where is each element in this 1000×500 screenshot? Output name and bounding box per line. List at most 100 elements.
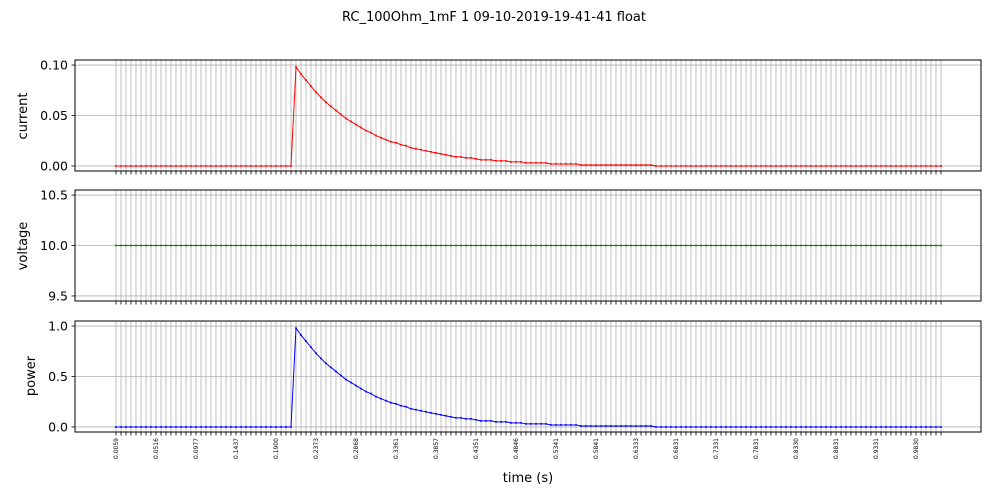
x-tick-label: 0.4351 (473, 438, 480, 459)
current-data-point (660, 164, 662, 167)
power-data-point (785, 425, 787, 428)
power-data-point (830, 425, 832, 428)
power-data-point (280, 425, 282, 428)
current-data-point (525, 161, 527, 164)
voltage-data-point (405, 244, 407, 247)
x-tick-label: 0.6333 (633, 438, 640, 459)
current-data-point (760, 164, 762, 167)
power-data-point (325, 362, 327, 365)
power-data-point (860, 425, 862, 428)
voltage-data-point (300, 244, 302, 247)
power-data-point (590, 424, 592, 427)
current-data-point (115, 164, 117, 167)
current-data-point (470, 156, 472, 159)
current-data-point (395, 141, 397, 144)
current-data-point (905, 164, 907, 167)
voltage-data-point (315, 244, 317, 247)
current-data-point (665, 164, 667, 167)
voltage-data-point (205, 244, 207, 247)
voltage-data-point (385, 244, 387, 247)
power-data-point (485, 419, 487, 422)
voltage-data-point (325, 244, 327, 247)
power-data-point (120, 425, 122, 428)
voltage-data-point (485, 244, 487, 247)
voltage-data-point (890, 244, 892, 247)
current-data-point (825, 164, 827, 167)
current-data-point (720, 164, 722, 167)
current-data-point (460, 155, 462, 158)
power-data-point (195, 425, 197, 428)
x-tick-label: 0.9830 (913, 438, 920, 459)
current-data-point (375, 134, 377, 137)
current-data-point (165, 164, 167, 167)
current-data-point (230, 164, 232, 167)
current-data-point (325, 101, 327, 104)
y-tick-label: 0.0 (48, 419, 68, 434)
voltage-data-point (140, 244, 142, 247)
ylabel-voltage: voltage (16, 222, 31, 271)
voltage-data-point (395, 244, 397, 247)
x-tick-label: 0.0516 (153, 438, 160, 459)
power-data-point (305, 340, 307, 343)
current-data-point (520, 160, 522, 163)
voltage-data-point (215, 244, 217, 247)
voltage-data-point (175, 244, 177, 247)
voltage-data-point (845, 244, 847, 247)
current-data-point (180, 164, 182, 167)
voltage-data-point (545, 244, 547, 247)
power-data-point (665, 425, 667, 428)
voltage-data-point (235, 244, 237, 247)
voltage-data-point (125, 244, 127, 247)
current-data-point (890, 164, 892, 167)
voltage-data-point (790, 244, 792, 247)
current-data-point (640, 163, 642, 166)
power-data-point (430, 411, 432, 414)
voltage-data-point (695, 244, 697, 247)
power-data-point (780, 425, 782, 428)
current-data-point (185, 164, 187, 167)
current-data-point (220, 164, 222, 167)
voltage-data-point (875, 244, 877, 247)
voltage-data-point (835, 244, 837, 247)
power-data-point (555, 423, 557, 426)
current-data-point (355, 123, 357, 126)
current-data-point (455, 155, 457, 158)
x-tick-label: 0.8831 (833, 438, 840, 459)
current-data-point (615, 163, 617, 166)
power-data-point (600, 424, 602, 427)
power-data-point (750, 425, 752, 428)
current-data-point (590, 163, 592, 166)
voltage-data-point (335, 244, 337, 247)
voltage-data-point (575, 244, 577, 247)
voltage-data-point (220, 244, 222, 247)
x-tick-label: 0.8330 (793, 438, 800, 459)
x-tick-label: 0.2868 (353, 438, 360, 459)
x-tick-label: 0.5841 (593, 438, 600, 459)
voltage-data-point (340, 244, 342, 247)
power-data-point (685, 425, 687, 428)
voltage-data-point (690, 244, 692, 247)
voltage-data-point (265, 244, 267, 247)
current-data-point (670, 164, 672, 167)
current-data-point (740, 164, 742, 167)
current-data-point (465, 156, 467, 159)
current-data-point (505, 159, 507, 162)
voltage-data-point (240, 244, 242, 247)
x-tick-label: 0.7831 (753, 438, 760, 459)
power-data-point (400, 404, 402, 407)
power-data-point (825, 425, 827, 428)
power-data-point (570, 423, 572, 426)
current-data-point (340, 113, 342, 116)
voltage-data-point (180, 244, 182, 247)
current-data-point (125, 164, 127, 167)
power-data-point (730, 425, 732, 428)
voltage-data-point (800, 244, 802, 247)
current-data-point (160, 164, 162, 167)
current-data-point (240, 164, 242, 167)
current-data-point (565, 162, 567, 165)
power-data-point (130, 425, 132, 428)
power-data-point (770, 425, 772, 428)
current-data-point (920, 164, 922, 167)
power-data-point (140, 425, 142, 428)
current-data-point (730, 164, 732, 167)
